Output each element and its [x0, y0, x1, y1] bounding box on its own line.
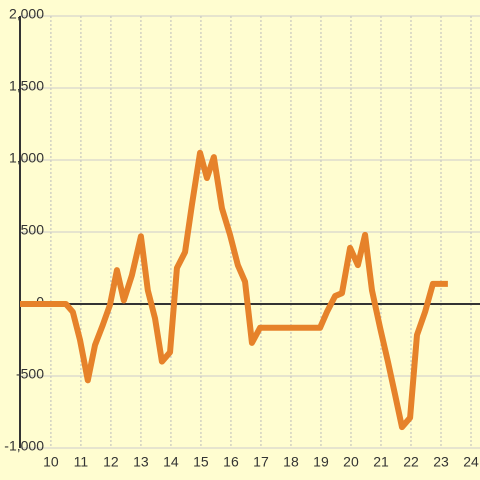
x-tick-label: 16 — [223, 454, 239, 470]
y-tick-label: -500 — [16, 366, 44, 382]
x-tick-label: 19 — [313, 454, 329, 470]
x-tick-label: 20 — [343, 454, 359, 470]
x-tick-label: 12 — [103, 454, 119, 470]
x-tick-label: 13 — [133, 454, 149, 470]
data-line — [20, 149, 448, 431]
x-tick-label: 10 — [43, 454, 59, 470]
x-tick-label: 11 — [74, 454, 89, 470]
x-tick-label: 17 — [253, 454, 269, 470]
x-tick-label: 21 — [373, 454, 389, 470]
x-tick-label: 23 — [433, 454, 449, 470]
x-tick-label: 18 — [283, 454, 299, 470]
y-tick-label: -1,000 — [4, 438, 44, 454]
x-tick-label: 14 — [163, 454, 179, 470]
y-tick-label: 2,000 — [9, 6, 44, 22]
y-tick-label: 500 — [21, 222, 45, 238]
x-tick-label: 15 — [193, 454, 209, 470]
x-tick-label: 24 — [463, 454, 479, 470]
y-tick-label: 1,500 — [9, 78, 44, 94]
y-tick-label: 1,000 — [9, 150, 44, 166]
x-tick-label: 22 — [403, 454, 419, 470]
